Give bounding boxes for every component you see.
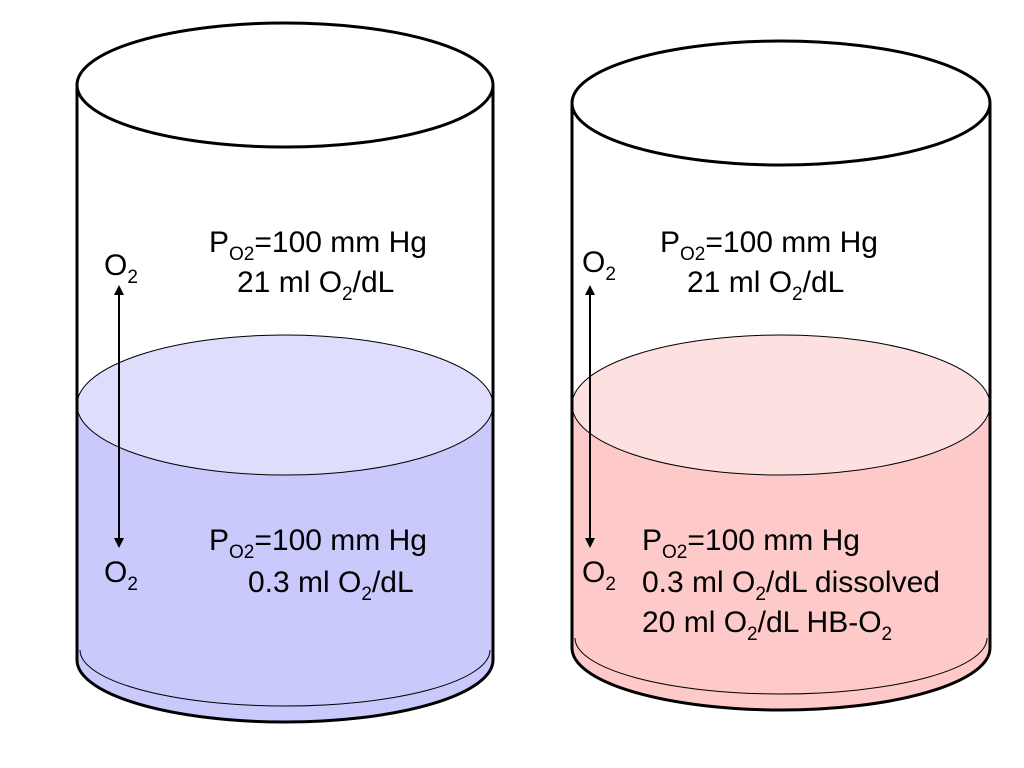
right-arrow-top-label: O2 [582,246,616,285]
right-liquid-dissolved: 0.3 ml O2/dL dissolved [642,566,940,605]
left-liquid-body [77,405,493,722]
right-liquid-pressure: PO2=100 mm Hg [642,524,860,563]
right-cylinder: O2 O2 PO2=100 mm Hg 21 ml O2/dL PO2=100 … [570,39,992,712]
left-gas-content: 21 ml O2/dL [237,266,394,305]
left-arrow-bottom-label: O2 [104,556,138,595]
left-liquid-surface [76,334,494,476]
right-liquid-body [572,405,990,710]
left-gas-pressure: PO2=100 mm Hg [209,226,427,265]
left-liquid-content: 0.3 ml O2/dL [248,566,414,605]
left-cylinder-bottom [75,659,495,724]
left-liquid-pressure: PO2=100 mm Hg [209,524,427,563]
left-cylinder-bottom-rim [79,649,491,707]
right-cylinder-top [570,39,992,167]
right-gas-content: 21 ml O2/dL [687,266,844,305]
right-cylinder-bottom-rim [574,637,988,695]
right-liquid-surface [571,334,991,476]
right-gas-pressure: PO2=100 mm Hg [660,226,878,265]
right-liquid-bound: 20 ml O2/dL HB-O2 [642,606,892,645]
right-cylinder-bottom [570,647,992,712]
right-arrow-bottom-label: O2 [582,556,616,595]
left-arrow-top-label: O2 [104,249,138,288]
left-cylinder: O2 O2 PO2=100 mm Hg 21 ml O2/dL PO2=100 … [75,21,495,724]
left-cylinder-top [75,21,495,149]
